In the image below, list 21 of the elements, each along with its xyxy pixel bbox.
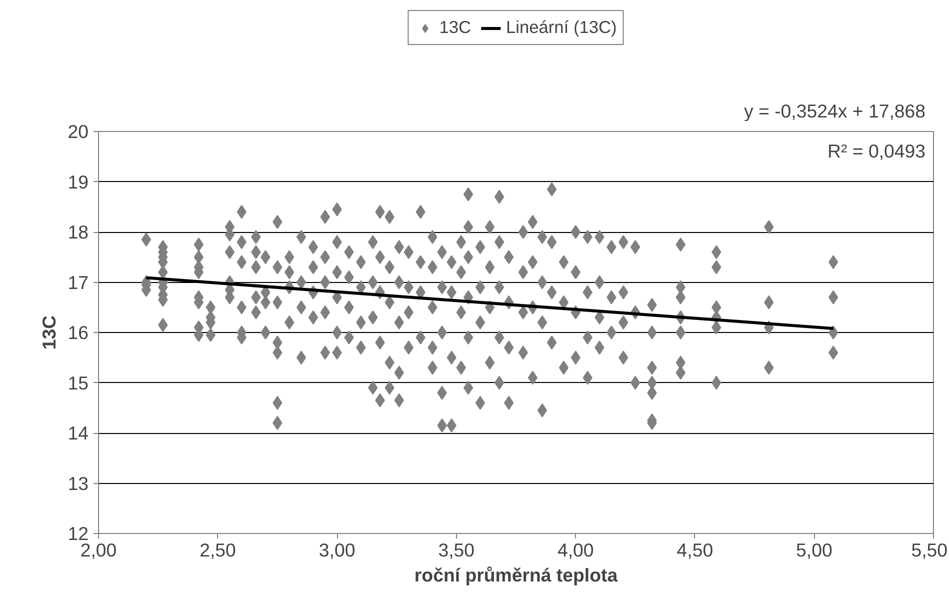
legend-label: 13C [439,17,472,38]
x-tick-label: 4,00 [557,540,594,560]
y-tick-label: 19 [68,171,89,192]
x-tick-label: 5,50 [911,540,948,560]
y-tick-label: 17 [68,272,89,293]
y-tick-label: 15 [68,372,89,394]
x-axis-title: roční průměrná teplota [414,564,618,586]
x-tick-label: 3,00 [318,540,356,560]
y-tick-label: 16 [68,322,89,343]
annotation: R² = 0,0493 [827,140,926,162]
y-tick-label: 18 [68,222,89,242]
y-tick-label: 14 [68,422,89,444]
y-tick-label: 20 [68,121,89,142]
y-tick-label: 13 [68,472,89,494]
legend-label: Lineární (13C) [506,17,617,38]
x-tick-label: 3,50 [438,540,475,560]
y-axis-title: 13C [38,315,60,350]
x-tick-label: 4,50 [676,540,714,560]
text: y = -0,3524x + 17,868 [744,100,926,122]
x-tick-label: 5,00 [796,540,832,560]
x-tick-label: 2,50 [200,540,236,560]
